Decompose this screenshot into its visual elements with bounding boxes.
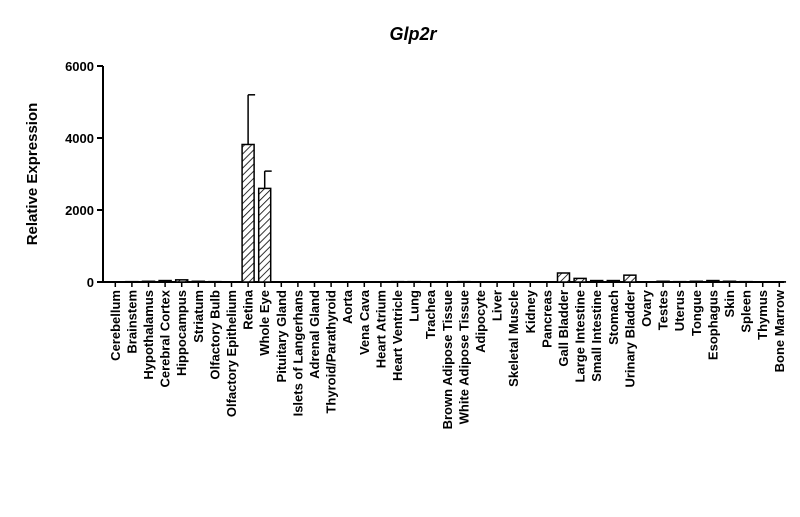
x-tick-label: Cerebral Cortex <box>158 289 173 387</box>
x-tick-label: Testes <box>656 290 671 330</box>
bar <box>606 279 621 283</box>
x-tick-label: Skin <box>722 290 737 318</box>
x-tick-label: Islets of Langerhans <box>290 290 305 416</box>
x-tick-label: Cerebellum <box>108 290 123 361</box>
x-tick-label: Thymus <box>755 290 770 340</box>
x-tick-label: Retina <box>241 289 256 330</box>
x-tick-label: Trachea <box>423 289 438 339</box>
chart-title: Glp2r <box>389 24 437 44</box>
y-axis-label: Relative Expression <box>24 103 41 246</box>
y-tick-label: 2000 <box>65 203 94 218</box>
y-tick-label: 4000 <box>65 131 94 146</box>
x-tick-label: Esophagus <box>705 290 720 360</box>
bar <box>656 280 670 283</box>
x-tick-label: Lung <box>407 290 422 322</box>
x-tick-label: Gall Bladder <box>556 290 571 367</box>
x-tick-label: Bone Marrow <box>772 289 787 372</box>
bar <box>589 279 604 283</box>
x-tick-label: Spleen <box>739 290 754 333</box>
y-tick-label: 6000 <box>65 59 94 74</box>
x-tick-label: Adrenal Gland <box>307 290 322 379</box>
bar <box>174 279 189 283</box>
x-tick-label: Thyroid/Parathyroid <box>324 290 339 414</box>
x-tick-label: Heart Ventricle <box>390 290 405 381</box>
x-tick-label: White Adipose Tissue <box>456 290 471 424</box>
x-tick-label: Urinary Bladder <box>622 290 637 388</box>
bar <box>158 279 172 283</box>
x-tick-label: Pancreas <box>539 290 554 348</box>
x-axis-labels: Cerebellum Brainstem Hypothalamus Cerebral … <box>108 289 787 429</box>
x-tick-label: Vena Cava <box>357 289 372 355</box>
x-tick-label: Pituitary Gland <box>274 290 289 383</box>
bar <box>706 279 720 283</box>
bar <box>241 143 255 283</box>
bar <box>556 272 571 283</box>
y-tick-label: 0 <box>87 275 94 290</box>
x-tick-label: Olfactory Epithelium <box>224 290 239 417</box>
y-axis-ticks: 0 2000 4000 6000 <box>65 59 103 290</box>
bar <box>689 280 704 283</box>
error-bars-group <box>247 94 272 189</box>
x-tick-label: Large Intestine <box>573 290 588 382</box>
x-tick-label: Olfactory Bulb <box>207 290 222 380</box>
x-tick-label: Hypothalamus <box>141 290 156 380</box>
x-tick-label: Stomach <box>606 290 621 345</box>
x-tick-label: Small Intestine <box>589 290 604 382</box>
x-tick-label: Whole Eye <box>257 290 272 356</box>
bar <box>573 277 587 283</box>
x-tick-label: Ovary <box>639 289 654 327</box>
bar <box>141 280 156 283</box>
bar <box>623 274 637 283</box>
bar <box>191 280 206 283</box>
x-tick-label: Adipocyte <box>473 290 488 353</box>
x-axis-ticks <box>114 282 781 287</box>
x-tick-label: Skeletal Muscle <box>506 290 521 387</box>
x-tick-label: Brown Adipose Tissue <box>440 290 455 429</box>
x-tick-label: Kidney <box>523 289 538 333</box>
x-tick-label: Heart Atrium <box>373 290 388 368</box>
bar <box>722 280 737 283</box>
bars-group <box>108 143 787 283</box>
x-tick-label: Hippocampus <box>174 290 189 376</box>
x-tick-label: Liver <box>490 290 505 321</box>
x-tick-label: Brainstem <box>124 290 139 354</box>
bar <box>257 187 272 283</box>
x-tick-label: Tongue <box>689 290 704 336</box>
x-tick-label: Uterus <box>672 290 687 331</box>
x-tick-label: Striatum <box>191 290 206 343</box>
x-tick-label: Aorta <box>340 289 355 324</box>
